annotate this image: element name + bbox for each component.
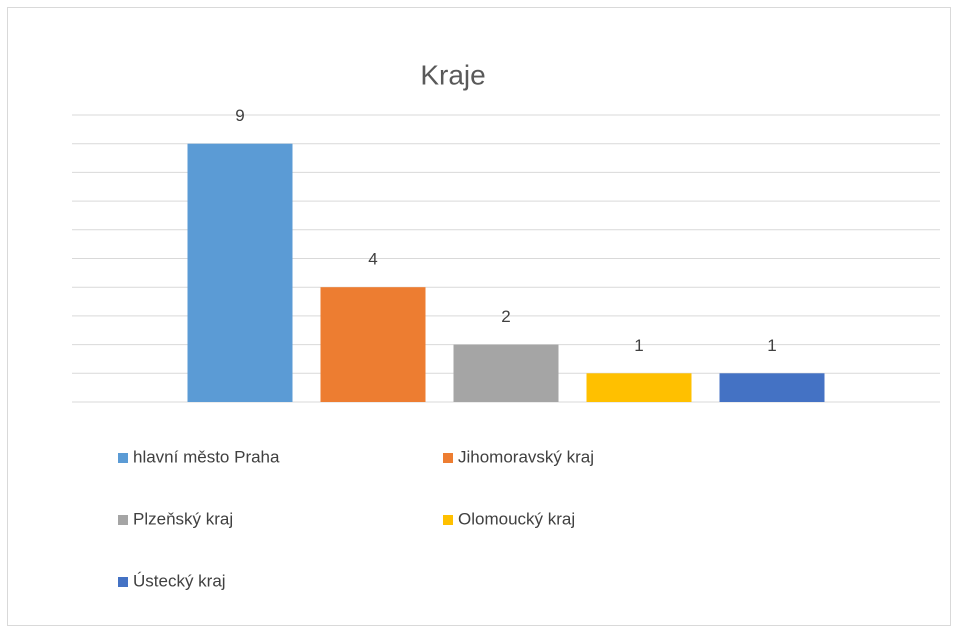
data-label: 2: [501, 307, 510, 326]
data-label: 4: [368, 250, 377, 269]
chart-title: Kraje: [420, 59, 485, 90]
legend-label: Ústecký kraj: [133, 571, 226, 590]
legend-swatch: [443, 515, 453, 525]
legend-label: Jihomoravský kraj: [458, 447, 594, 466]
bar: [453, 344, 559, 402]
data-label: 1: [634, 336, 643, 355]
data-label: 9: [235, 106, 244, 125]
bar: [187, 143, 293, 402]
legend-label: Plzeňský kraj: [133, 509, 233, 528]
bar: [719, 373, 825, 402]
legend-label: hlavní město Praha: [133, 447, 280, 466]
legend-label: Olomoucký kraj: [458, 509, 575, 528]
data-label: 1: [767, 336, 776, 355]
bar: [320, 287, 426, 402]
bar: [586, 373, 692, 402]
legend-swatch: [118, 453, 128, 463]
legend-swatch: [443, 453, 453, 463]
legend-swatch: [118, 515, 128, 525]
chart-frame: [7, 7, 951, 626]
legend-swatch: [118, 577, 128, 587]
